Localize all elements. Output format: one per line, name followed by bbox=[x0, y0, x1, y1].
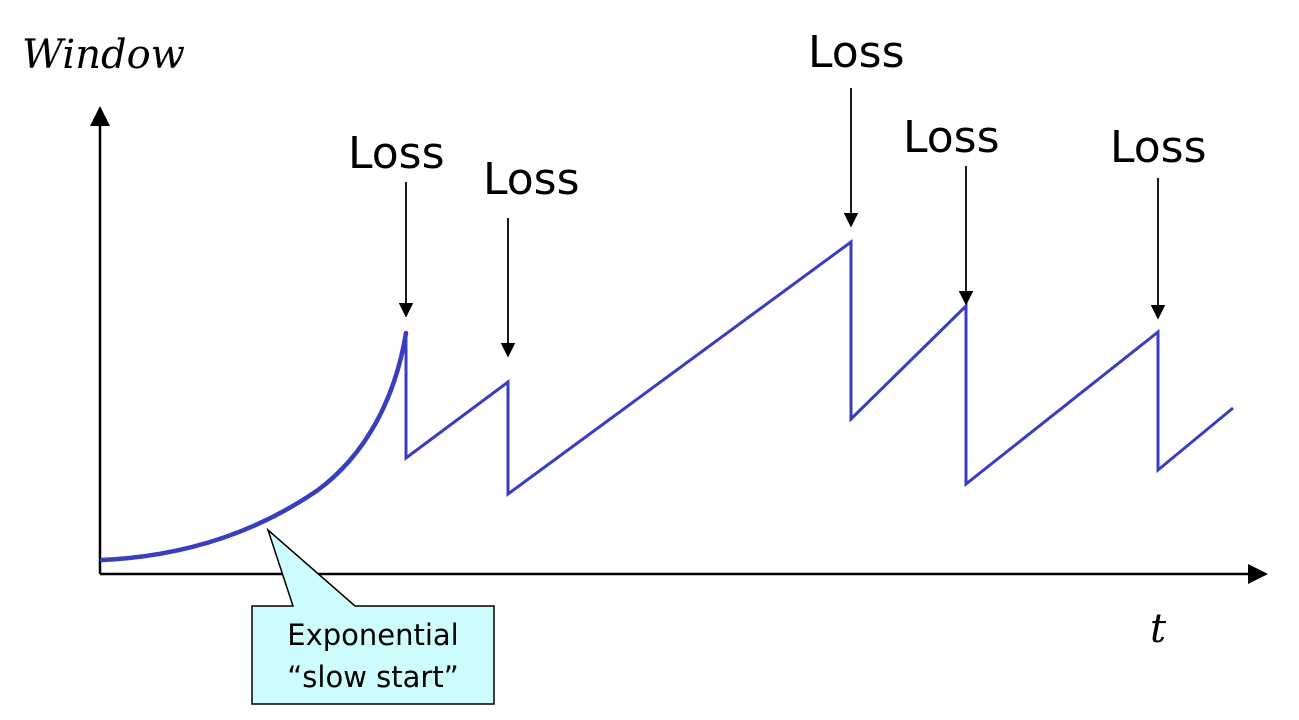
sawtooth-window-line bbox=[404, 239, 1234, 497]
loss-label-2: Loss bbox=[483, 154, 580, 205]
callout-line-1: Exponential bbox=[287, 618, 459, 652]
loss-label-4: Loss bbox=[903, 112, 1000, 163]
slow-start-callout bbox=[251, 527, 495, 705]
x-axis-label: t bbox=[1150, 606, 1167, 652]
slow-start-curve bbox=[99, 330, 409, 563]
loss-label-3: Loss bbox=[808, 27, 905, 78]
y-axis-label: Window bbox=[22, 32, 185, 78]
loss-label-1: Loss bbox=[348, 128, 445, 179]
loss-label-5: Loss bbox=[1110, 122, 1207, 173]
callout-line-2: “slow start” bbox=[287, 660, 458, 694]
